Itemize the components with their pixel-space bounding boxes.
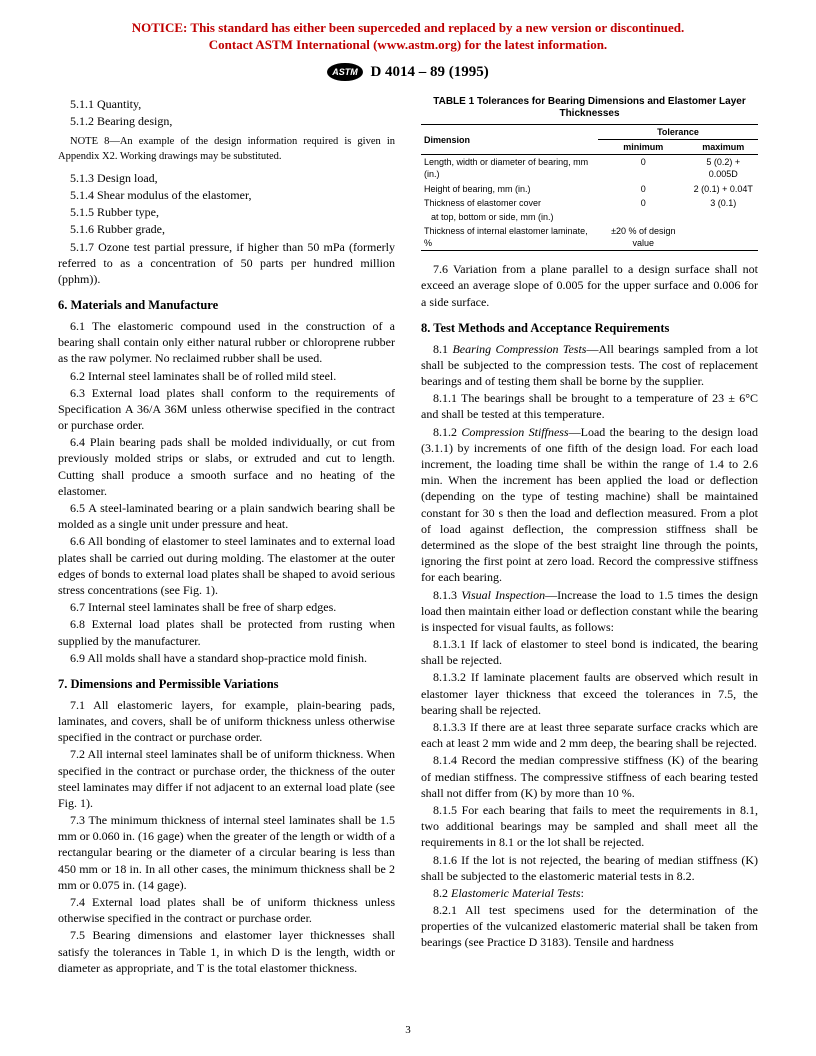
p-6-1: 6.1 The elastomeric compound used in the…: [58, 318, 395, 367]
p-5-1-3: 5.1.3 Design load,: [58, 170, 395, 186]
cell-dim: Thickness of elastomer cover: [421, 196, 598, 210]
th-min: minimum: [598, 140, 689, 155]
th-tolerance: Tolerance: [598, 125, 758, 140]
note-8: NOTE 8—An example of the design informat…: [58, 135, 395, 163]
p-8-2-num: 8.2: [433, 886, 451, 900]
table-row: Thickness of elastomer cover 0 3 (0.1): [421, 196, 758, 210]
right-column: TABLE 1 Tolerances for Bearing Dimension…: [421, 96, 758, 977]
p-8-1: 8.1 Bearing Compression Tests—All bearin…: [421, 341, 758, 390]
p-7-5: 7.5 Bearing dimensions and elastomer lay…: [58, 927, 395, 976]
section-6-head: 6. Materials and Manufacture: [58, 297, 395, 314]
p-7-3: 7.3 The minimum thickness of internal st…: [58, 812, 395, 893]
p-6-4: 6.4 Plain bearing pads shall be molded i…: [58, 434, 395, 499]
table-row: at top, bottom or side, mm (in.): [421, 210, 758, 224]
note-8-text: NOTE 8—An example of the design informat…: [58, 136, 395, 161]
p-8-1-3-3: 8.1.3.3 If there are at least three sepa…: [421, 719, 758, 751]
cell-max: 5 (0.2) + 0.005D: [689, 155, 758, 182]
notice-line2: Contact ASTM International (www.astm.org…: [209, 37, 607, 52]
cell-max: [689, 210, 758, 224]
p-5-1-2: 5.1.2 Bearing design,: [58, 113, 395, 129]
table-1-title: TABLE 1 Tolerances for Bearing Dimension…: [421, 96, 758, 120]
p-7-6: 7.6 Variation from a plane parallel to a…: [421, 261, 758, 310]
table-1-grid: Dimension Tolerance minimum maximum Leng…: [421, 124, 758, 251]
p-5-1-4: 5.1.4 Shear modulus of the elastomer,: [58, 187, 395, 203]
p-5-1-7: 5.1.7 Ozone test partial pressure, if hi…: [58, 239, 395, 288]
p-8-1-1: 8.1.1 The bearings shall be brought to a…: [421, 390, 758, 422]
p-8-1-5: 8.1.5 For each bearing that fails to mee…: [421, 802, 758, 851]
table-1: TABLE 1 Tolerances for Bearing Dimension…: [421, 96, 758, 251]
p-8-2-1: 8.2.1 All test specimens used for the de…: [421, 902, 758, 951]
designation: D 4014 – 89 (1995): [370, 64, 488, 80]
cell-dim: at top, bottom or side, mm (in.): [421, 210, 598, 224]
table-row: Thickness of internal elastomer laminate…: [421, 224, 758, 251]
notice-line1: NOTICE: This standard has either been su…: [132, 20, 684, 35]
p-8-1-6: 8.1.6 If the lot is not rejected, the be…: [421, 852, 758, 884]
th-dimension: Dimension: [421, 125, 598, 155]
cell-min: 0: [598, 182, 689, 196]
p-8-1-2: 8.1.2 Compression Stiffness—Load the bea…: [421, 424, 758, 586]
p-8-2: 8.2 Elastomeric Material Tests:: [421, 885, 758, 901]
p-8-1-3-runin: Visual Inspection: [461, 588, 545, 602]
table-row: Length, width or diameter of bearing, mm…: [421, 155, 758, 182]
p-8-2-runin: Elastomeric Material Tests: [451, 886, 581, 900]
notice-banner: NOTICE: This standard has either been su…: [58, 20, 758, 54]
cell-min: 0: [598, 155, 689, 182]
p-6-2: 6.2 Internal steel laminates shall be of…: [58, 368, 395, 384]
p-7-2: 7.2 All internal steel laminates shall b…: [58, 746, 395, 811]
p-6-7: 6.7 Internal steel laminates shall be fr…: [58, 599, 395, 615]
p-8-2-body: :: [581, 886, 584, 900]
p-8-1-runin: Bearing Compression Tests: [452, 342, 586, 356]
cell-max: 2 (0.1) + 0.04T: [689, 182, 758, 196]
cell-dim: Thickness of internal elastomer laminate…: [421, 224, 598, 251]
p-8-1-2-runin: Compression Stiffness: [461, 425, 568, 439]
cell-dim: Length, width or diameter of bearing, mm…: [421, 155, 598, 182]
doc-header: ASTM D 4014 – 89 (1995): [58, 62, 758, 82]
p-8-1-3: 8.1.3 Visual Inspection—Increase the loa…: [421, 587, 758, 636]
p-5-1-5: 5.1.5 Rubber type,: [58, 204, 395, 220]
p-8-1-2-body: —Load the bearing to the design load (3.…: [421, 425, 758, 585]
p-8-1-4: 8.1.4 Record the median compressive stif…: [421, 752, 758, 801]
table-row: Height of bearing, mm (in.) 0 2 (0.1) + …: [421, 182, 758, 196]
left-column: 5.1.1 Quantity, 5.1.2 Bearing design, NO…: [58, 96, 395, 977]
p-8-1-3-1: 8.1.3.1 If lack of elastomer to steel bo…: [421, 636, 758, 668]
p-6-8: 6.8 External load plates shall be protec…: [58, 616, 395, 648]
section-7-head: 7. Dimensions and Permissible Variations: [58, 676, 395, 693]
page-number: 3: [0, 1023, 816, 1038]
p-7-4: 7.4 External load plates shall be of uni…: [58, 894, 395, 926]
p-6-3: 6.3 External load plates shall conform t…: [58, 385, 395, 434]
p-7-1: 7.1 All elastomeric layers, for example,…: [58, 697, 395, 746]
p-6-9: 6.9 All molds shall have a standard shop…: [58, 650, 395, 666]
cell-dim: Height of bearing, mm (in.): [421, 182, 598, 196]
p-6-6: 6.6 All bonding of elastomer to steel la…: [58, 533, 395, 598]
cell-min: 0: [598, 196, 689, 210]
p-5-1-6: 5.1.6 Rubber grade,: [58, 221, 395, 237]
th-max: maximum: [689, 140, 758, 155]
p-8-1-3-num: 8.1.3: [433, 588, 461, 602]
p-8-1-2-num: 8.1.2: [433, 425, 461, 439]
astm-logo: ASTM: [327, 63, 363, 81]
cell-min: ±20 % of design value: [598, 224, 689, 251]
p-8-1-num: 8.1: [433, 342, 452, 356]
p-6-5: 6.5 A steel-laminated bearing or a plain…: [58, 500, 395, 532]
cell-max: 3 (0.1): [689, 196, 758, 210]
section-8-head: 8. Test Methods and Acceptance Requireme…: [421, 320, 758, 337]
p-5-1-1: 5.1.1 Quantity,: [58, 96, 395, 112]
cell-max: [689, 224, 758, 251]
p-8-1-3-2: 8.1.3.2 If laminate placement faults are…: [421, 669, 758, 718]
cell-min: [598, 210, 689, 224]
two-column-layout: 5.1.1 Quantity, 5.1.2 Bearing design, NO…: [58, 96, 758, 977]
